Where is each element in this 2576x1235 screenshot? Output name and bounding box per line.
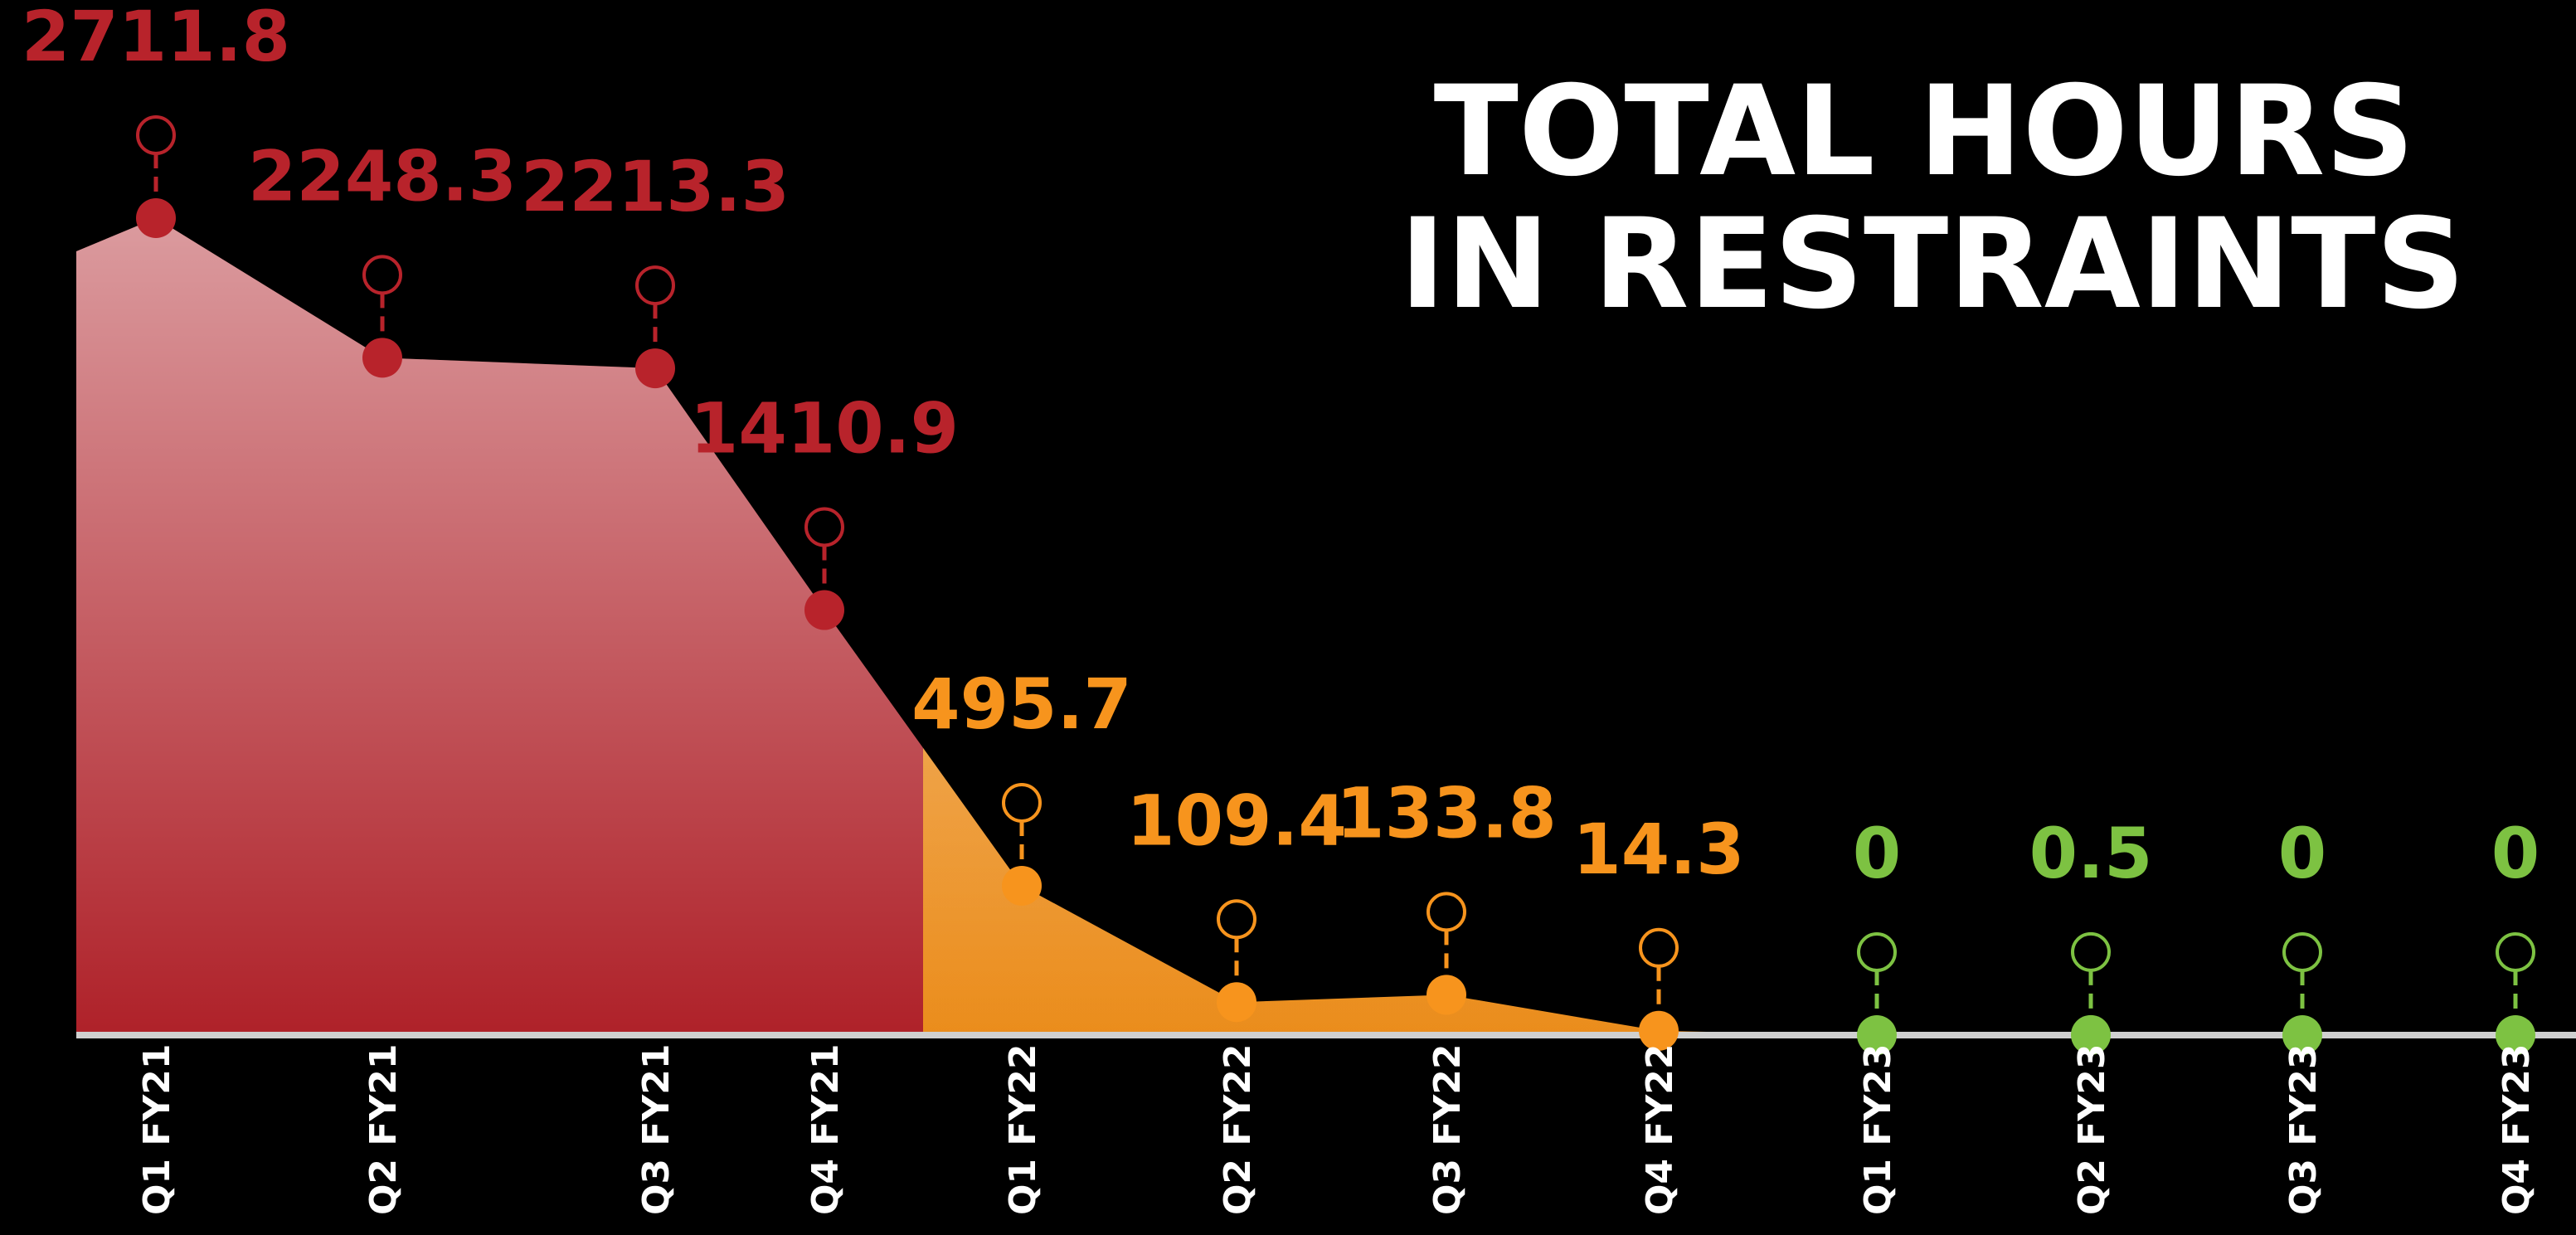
hollow-marker [1427,892,1466,932]
point [136,198,176,238]
value-label: 495.7 [911,664,1132,745]
hollow-marker [1639,927,1679,968]
chart-title: IN RESTRAINTS [1399,192,2465,337]
point [804,590,844,630]
point [2071,1014,2111,1055]
hollow-marker [1857,932,1897,972]
x-tick-label: Q3 FY21 [635,1044,678,1216]
x-tick-label: Q4 FY21 [804,1044,847,1216]
x-tick-label: Q2 FY22 [1217,1044,1259,1216]
area-shade [76,218,2515,1035]
hollow-marker [2071,931,2111,972]
baseline [76,1032,2576,1038]
point [1427,975,1466,1015]
point [2496,1015,2535,1055]
value-label: 0.5 [2029,813,2153,894]
value-label: 2248.3 [248,135,517,216]
value-label: 1410.9 [690,388,959,469]
point [1002,865,1042,906]
x-tick-label: Q3 FY23 [2282,1044,2325,1216]
value-label: 0 [1853,813,1901,894]
hollow-marker [136,115,176,155]
point [635,348,675,389]
point [1857,1015,1897,1055]
hollow-marker [2496,932,2535,972]
value-label: 109.4 [1126,780,1347,861]
value-label: 0 [2278,813,2326,894]
hollow-marker [804,507,844,547]
x-tick-label: Q3 FY22 [1427,1044,1469,1216]
x-tick-label: Q2 FY21 [362,1044,405,1216]
value-label: 133.8 [1336,772,1557,853]
hollow-marker [1217,899,1256,940]
x-tick-label: Q1 FY21 [136,1044,178,1216]
value-label: 2213.3 [521,146,790,227]
hollow-marker [635,265,675,306]
chart-title: TOTAL HOURS [1434,60,2415,204]
point [1639,1010,1679,1051]
x-tick-label: Q4 FY23 [2496,1044,2538,1216]
point [362,338,402,378]
x-tick-label: Q4 FY22 [1639,1044,1681,1216]
x-tick-label: Q1 FY22 [1002,1044,1044,1216]
hollow-marker [362,255,402,295]
x-tick-label: Q2 FY23 [2071,1044,2113,1216]
hollow-marker [2282,932,2322,972]
hollow-marker [1002,782,1042,823]
value-label: 2711.8 [22,0,290,77]
value-label: 0 [2491,813,2540,894]
point [2282,1015,2322,1055]
value-label: 14.3 [1572,809,1744,890]
x-tick-label: Q1 FY23 [1857,1044,1899,1216]
point [1217,982,1256,1023]
